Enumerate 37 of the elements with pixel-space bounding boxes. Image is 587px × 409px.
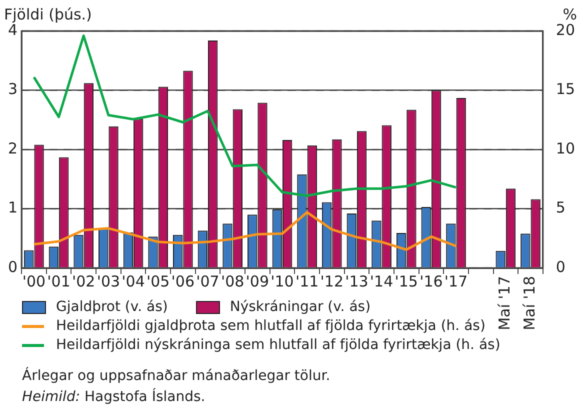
x-tick-label: '15 xyxy=(394,272,418,290)
x-tick-label: '04 xyxy=(122,272,145,290)
legend-label: Heildarfjöldi gjaldþrota sem hlutfall af fjölda fyrirtækja (h. ás) xyxy=(56,317,486,336)
y-tick-label: 0 xyxy=(8,258,18,276)
x-tick-label: '08 xyxy=(220,272,244,290)
x-tick-label: Maí '18 xyxy=(520,276,538,330)
x-tick-label: '11 xyxy=(295,272,319,290)
y2-axis-title: % xyxy=(562,5,577,24)
x-tick-label: '01 xyxy=(47,272,70,290)
y2-tick-label: 5 xyxy=(556,198,566,217)
legend-label: Heildarfjöldi nýskráninga sem hlutfall af fjölda fyrirtækja (h. ás) xyxy=(56,336,500,355)
x-tick-label: Maí '17 xyxy=(496,276,514,330)
x-tick-label: '03 xyxy=(96,272,120,290)
y-tick-label: 1 xyxy=(8,198,18,217)
text: Heimild: Hagstofa Íslands. xyxy=(22,387,206,407)
y2-tick-label: 0 xyxy=(556,258,566,276)
y2-tick-label: 10 xyxy=(556,139,576,158)
x-tick-label: '07 xyxy=(196,272,220,290)
y-tick-label: 2 xyxy=(8,139,18,158)
x-tick-label: '09 xyxy=(246,272,270,290)
x-tick-label: '02 xyxy=(72,272,96,290)
x-tick-label: '13 xyxy=(345,272,368,290)
text: Árlegar og uppsafnaðar mánaðarlegar tölur. xyxy=(22,366,330,386)
x-tick-label: '16 xyxy=(420,272,443,290)
x-tick-label: '12 xyxy=(320,272,344,290)
y-axis-title: Fjöldi (þús.) xyxy=(4,5,92,24)
x-tick-label: '14 xyxy=(370,272,394,290)
y-tick-label: 3 xyxy=(8,80,18,98)
legend-label: Gjaldþrot (v. ás) xyxy=(56,298,168,317)
x-tick-label: '10 xyxy=(270,272,294,290)
x-tick-label: '06 xyxy=(171,272,195,290)
y2-tick-label: 20 xyxy=(556,20,576,39)
x-tick-label: '00 xyxy=(22,272,46,290)
x-tick-label: '05 xyxy=(146,272,170,290)
y2-tick-label: 15 xyxy=(556,80,576,98)
x-tick-label: '17 xyxy=(444,272,468,290)
legend-label: Nýskráningar (v. ás) xyxy=(230,298,371,317)
